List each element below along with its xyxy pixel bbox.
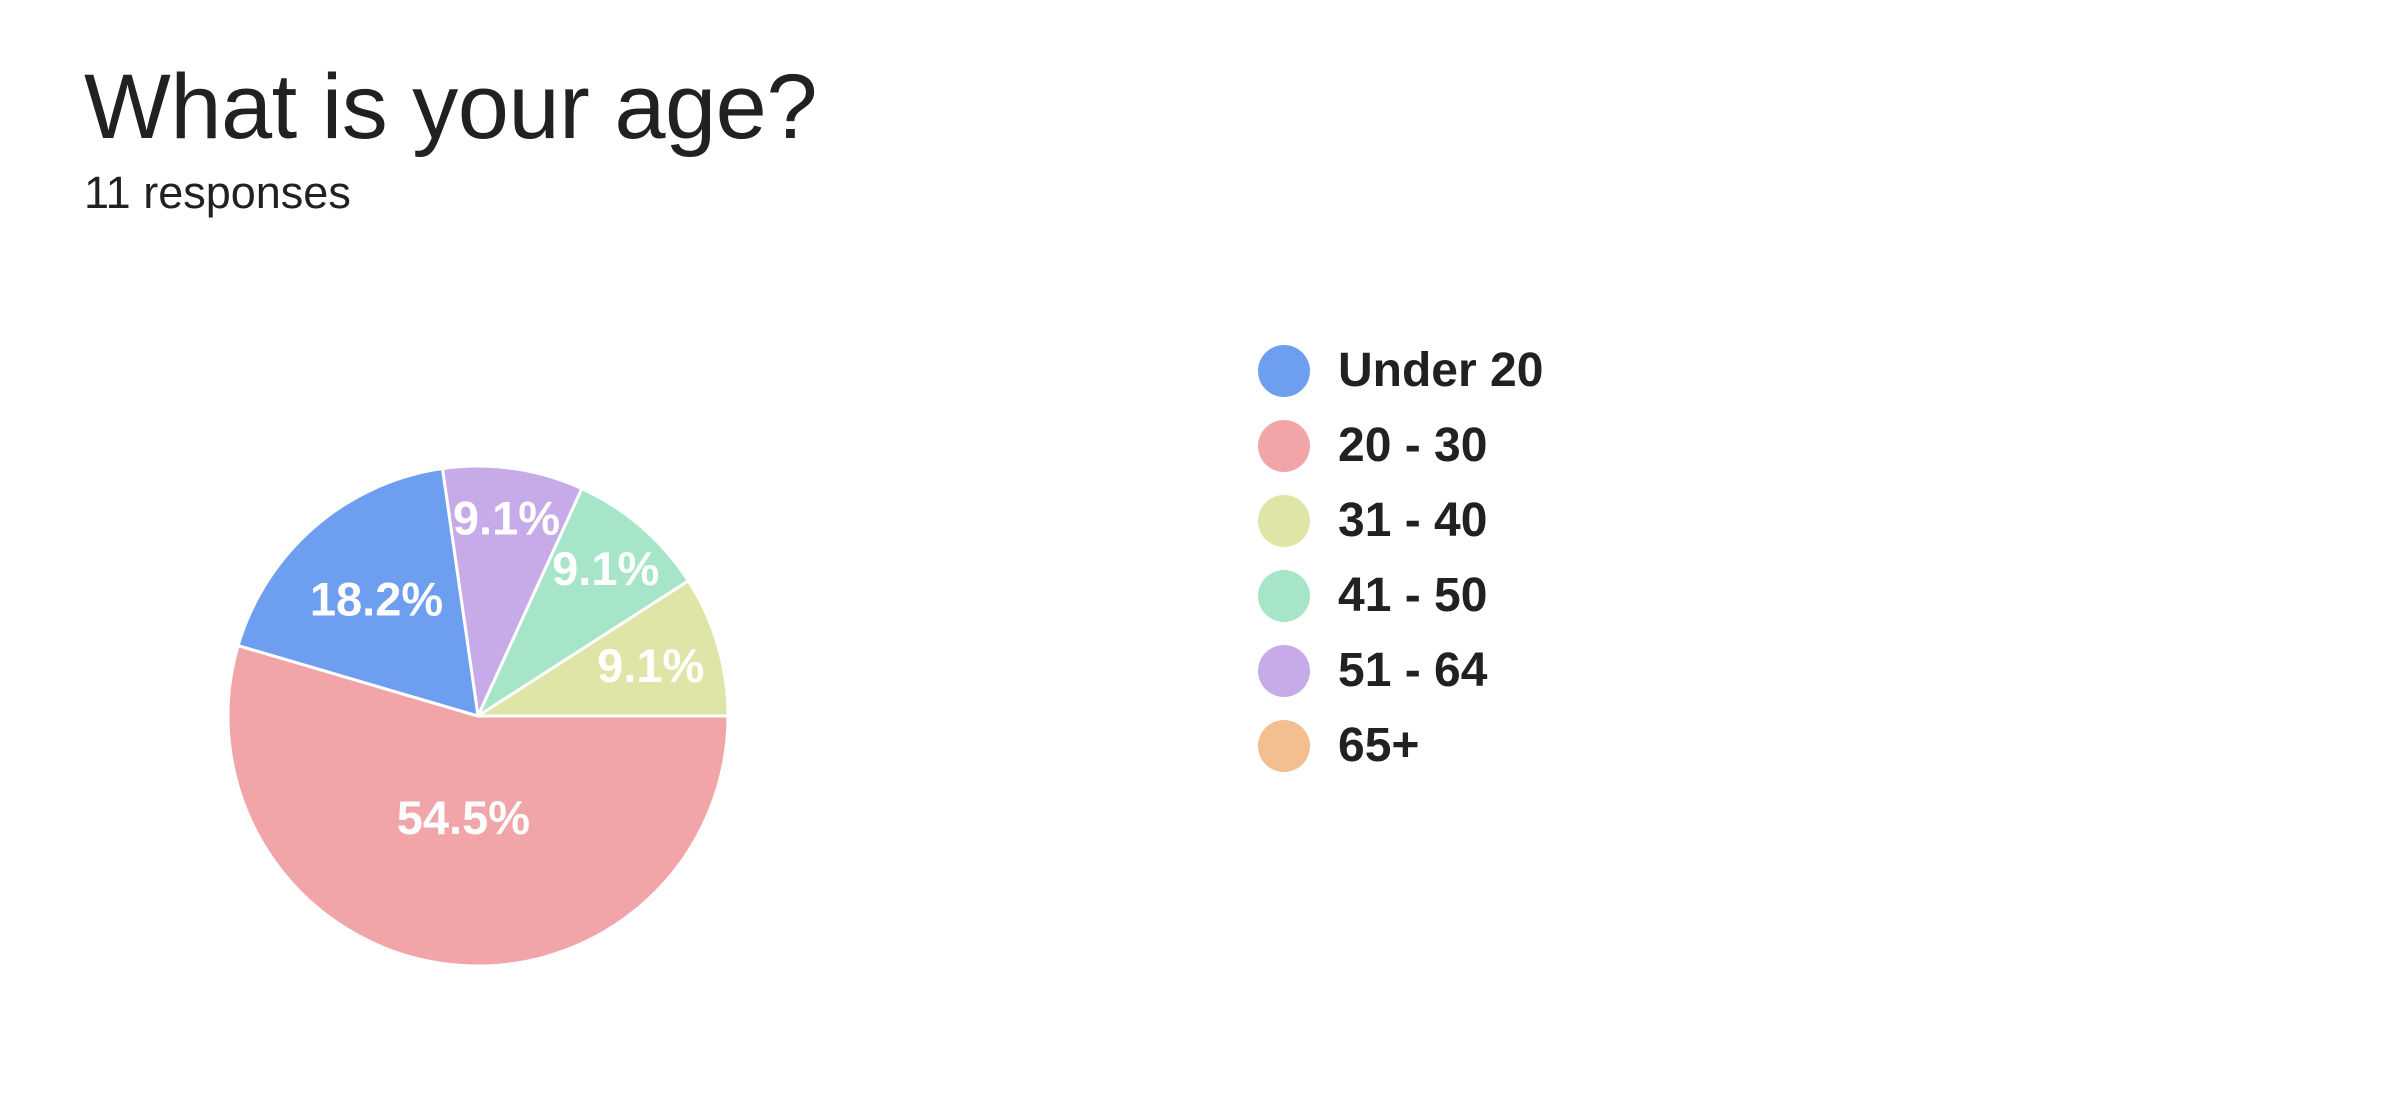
legend-swatch-icon: [1258, 345, 1310, 397]
legend-label: 41 - 50: [1338, 569, 1488, 622]
legend-label: 31 - 40: [1338, 494, 1488, 547]
legend-item: 51 - 64: [1258, 645, 1543, 697]
legend-label: 65+: [1338, 719, 1420, 772]
slice-percentage-label: 54.5%: [397, 791, 530, 844]
legend-swatch-icon: [1258, 420, 1310, 472]
response-count: 11 responses: [84, 167, 351, 218]
legend-item: 41 - 50: [1258, 570, 1543, 622]
legend-label: 51 - 64: [1338, 644, 1488, 697]
legend-swatch-icon: [1258, 645, 1310, 697]
pie-slice-51-64[interactable]: [440, 464, 584, 718]
legend-item: Under 20: [1258, 345, 1543, 397]
legend-item: 20 - 30: [1258, 420, 1543, 472]
legend-label: 20 - 30: [1338, 419, 1488, 472]
chart-legend: Under 20 20 - 30 31 - 40 41 - 50 51 - 64 65+: [1258, 345, 1543, 795]
legend-item: 31 - 40: [1258, 495, 1543, 547]
chart-title: What is your age?: [84, 56, 817, 158]
legend-item: 65+: [1258, 720, 1543, 772]
slice-percentage-label: 18.2%: [310, 572, 443, 625]
legend-swatch-icon: [1258, 720, 1310, 772]
slice-percentage-label: 9.1%: [597, 639, 704, 692]
slice-percentage-label: 9.1%: [453, 491, 560, 544]
pie-slice-41-50[interactable]: [476, 487, 690, 718]
legend-label: Under 20: [1338, 344, 1544, 397]
pie-chart: 18.2%54.5%9.1%9.1%9.1%: [226, 464, 730, 968]
legend-swatch-icon: [1258, 495, 1310, 547]
pie-slice-under-20[interactable]: [236, 467, 480, 718]
legend-swatch-icon: [1258, 570, 1310, 622]
slice-percentage-label: 9.1%: [552, 542, 659, 595]
pie-slice-20-30[interactable]: [226, 644, 730, 968]
pie-slice-31-40[interactable]: [476, 579, 730, 718]
